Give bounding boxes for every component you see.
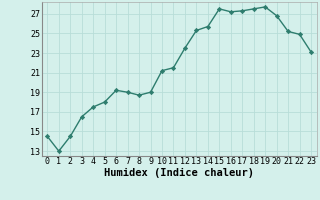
X-axis label: Humidex (Indice chaleur): Humidex (Indice chaleur)	[104, 168, 254, 178]
